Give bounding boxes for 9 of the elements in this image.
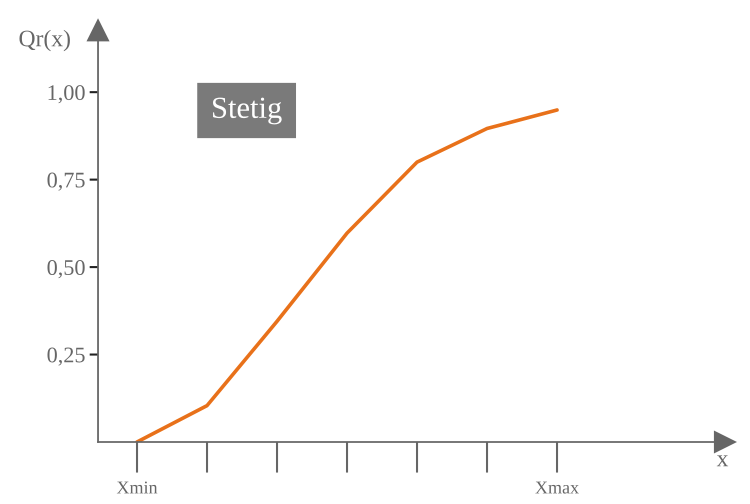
text: x — [716, 455, 728, 466]
y-tick-label: 0,75 — [47, 172, 85, 191]
x-tick-label: Xmax — [535, 482, 579, 494]
y-tick-label: 1,00 — [48, 85, 85, 104]
y-tick-label: 0,25 — [47, 347, 85, 366]
annotation: Stetig — [213, 98, 282, 124]
x-tick-label: Xmin — [116, 481, 158, 494]
y-tick-label: 0,50 — [47, 260, 85, 278]
y-axis-title: Qr(x) — [19, 30, 70, 52]
